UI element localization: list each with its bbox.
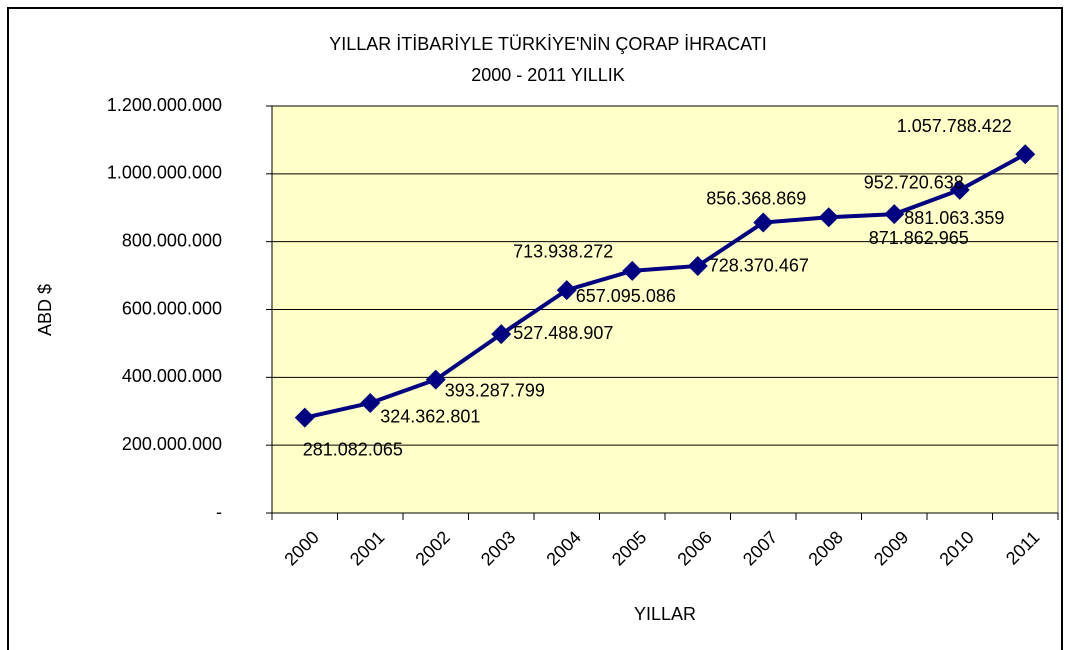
data-label: 728.370.467 [709, 256, 809, 276]
x-axis-label: YILLAR [634, 604, 696, 624]
data-point [687, 255, 708, 276]
chart-subtitle: 2000 - 2011 YILLIK [471, 65, 624, 85]
data-point [622, 260, 643, 281]
data-line [304, 152, 1027, 420]
data-point [1015, 144, 1036, 165]
data-label: 1.057.788.422 [897, 116, 1012, 136]
y-tick-label: 600.000.000 [122, 298, 222, 318]
y-tick-label: 1.200.000.000 [107, 95, 222, 115]
data-point [556, 280, 577, 301]
data-label: 527.488.907 [513, 323, 613, 343]
data-label: 713.938.272 [513, 242, 613, 262]
data-label: 657.095.086 [576, 286, 676, 306]
y-axis-label: ABD $ [35, 284, 55, 336]
data-point [818, 207, 839, 228]
data-point [294, 407, 315, 428]
data-label: 856.368.869 [706, 188, 806, 208]
data-label: 324.362.801 [380, 407, 480, 427]
data-point [425, 369, 446, 390]
data-label: 952.720.638 [864, 173, 964, 193]
y-tick-label: 400.000.000 [122, 366, 222, 386]
y-tick-label: 800.000.000 [122, 230, 222, 250]
y-tick-label: 200.000.000 [122, 434, 222, 454]
data-point [753, 212, 774, 233]
data-point [360, 392, 381, 413]
data-label: 881.063.359 [904, 208, 1004, 228]
data-point [949, 179, 970, 200]
data-point [884, 204, 905, 225]
y-tick-label: 1.000.000.000 [107, 163, 222, 183]
data-label: 871.862.965 [869, 228, 969, 248]
data-label: 281.082.065 [303, 439, 403, 459]
data-label: 393.287.799 [445, 380, 545, 400]
data-point [491, 324, 512, 345]
y-tick-label: - [216, 502, 222, 522]
chart-title: YILLAR İTİBARİYLE TÜRKİYE'NİN ÇORAP İHRA… [329, 34, 767, 54]
